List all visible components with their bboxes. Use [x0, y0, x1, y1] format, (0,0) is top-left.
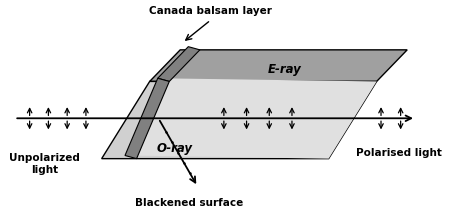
Text: Canada balsam layer: Canada balsam layer [149, 6, 272, 16]
Text: Blackened surface: Blackened surface [135, 198, 243, 208]
Polygon shape [102, 81, 377, 159]
Text: O-ray: O-ray [156, 142, 192, 155]
Polygon shape [158, 47, 200, 81]
Text: E-ray: E-ray [268, 63, 302, 76]
Text: Polarised light: Polarised light [356, 148, 441, 158]
Polygon shape [125, 78, 377, 159]
Polygon shape [125, 78, 169, 159]
Text: Unpolarized
light: Unpolarized light [9, 153, 81, 175]
Polygon shape [150, 50, 407, 81]
